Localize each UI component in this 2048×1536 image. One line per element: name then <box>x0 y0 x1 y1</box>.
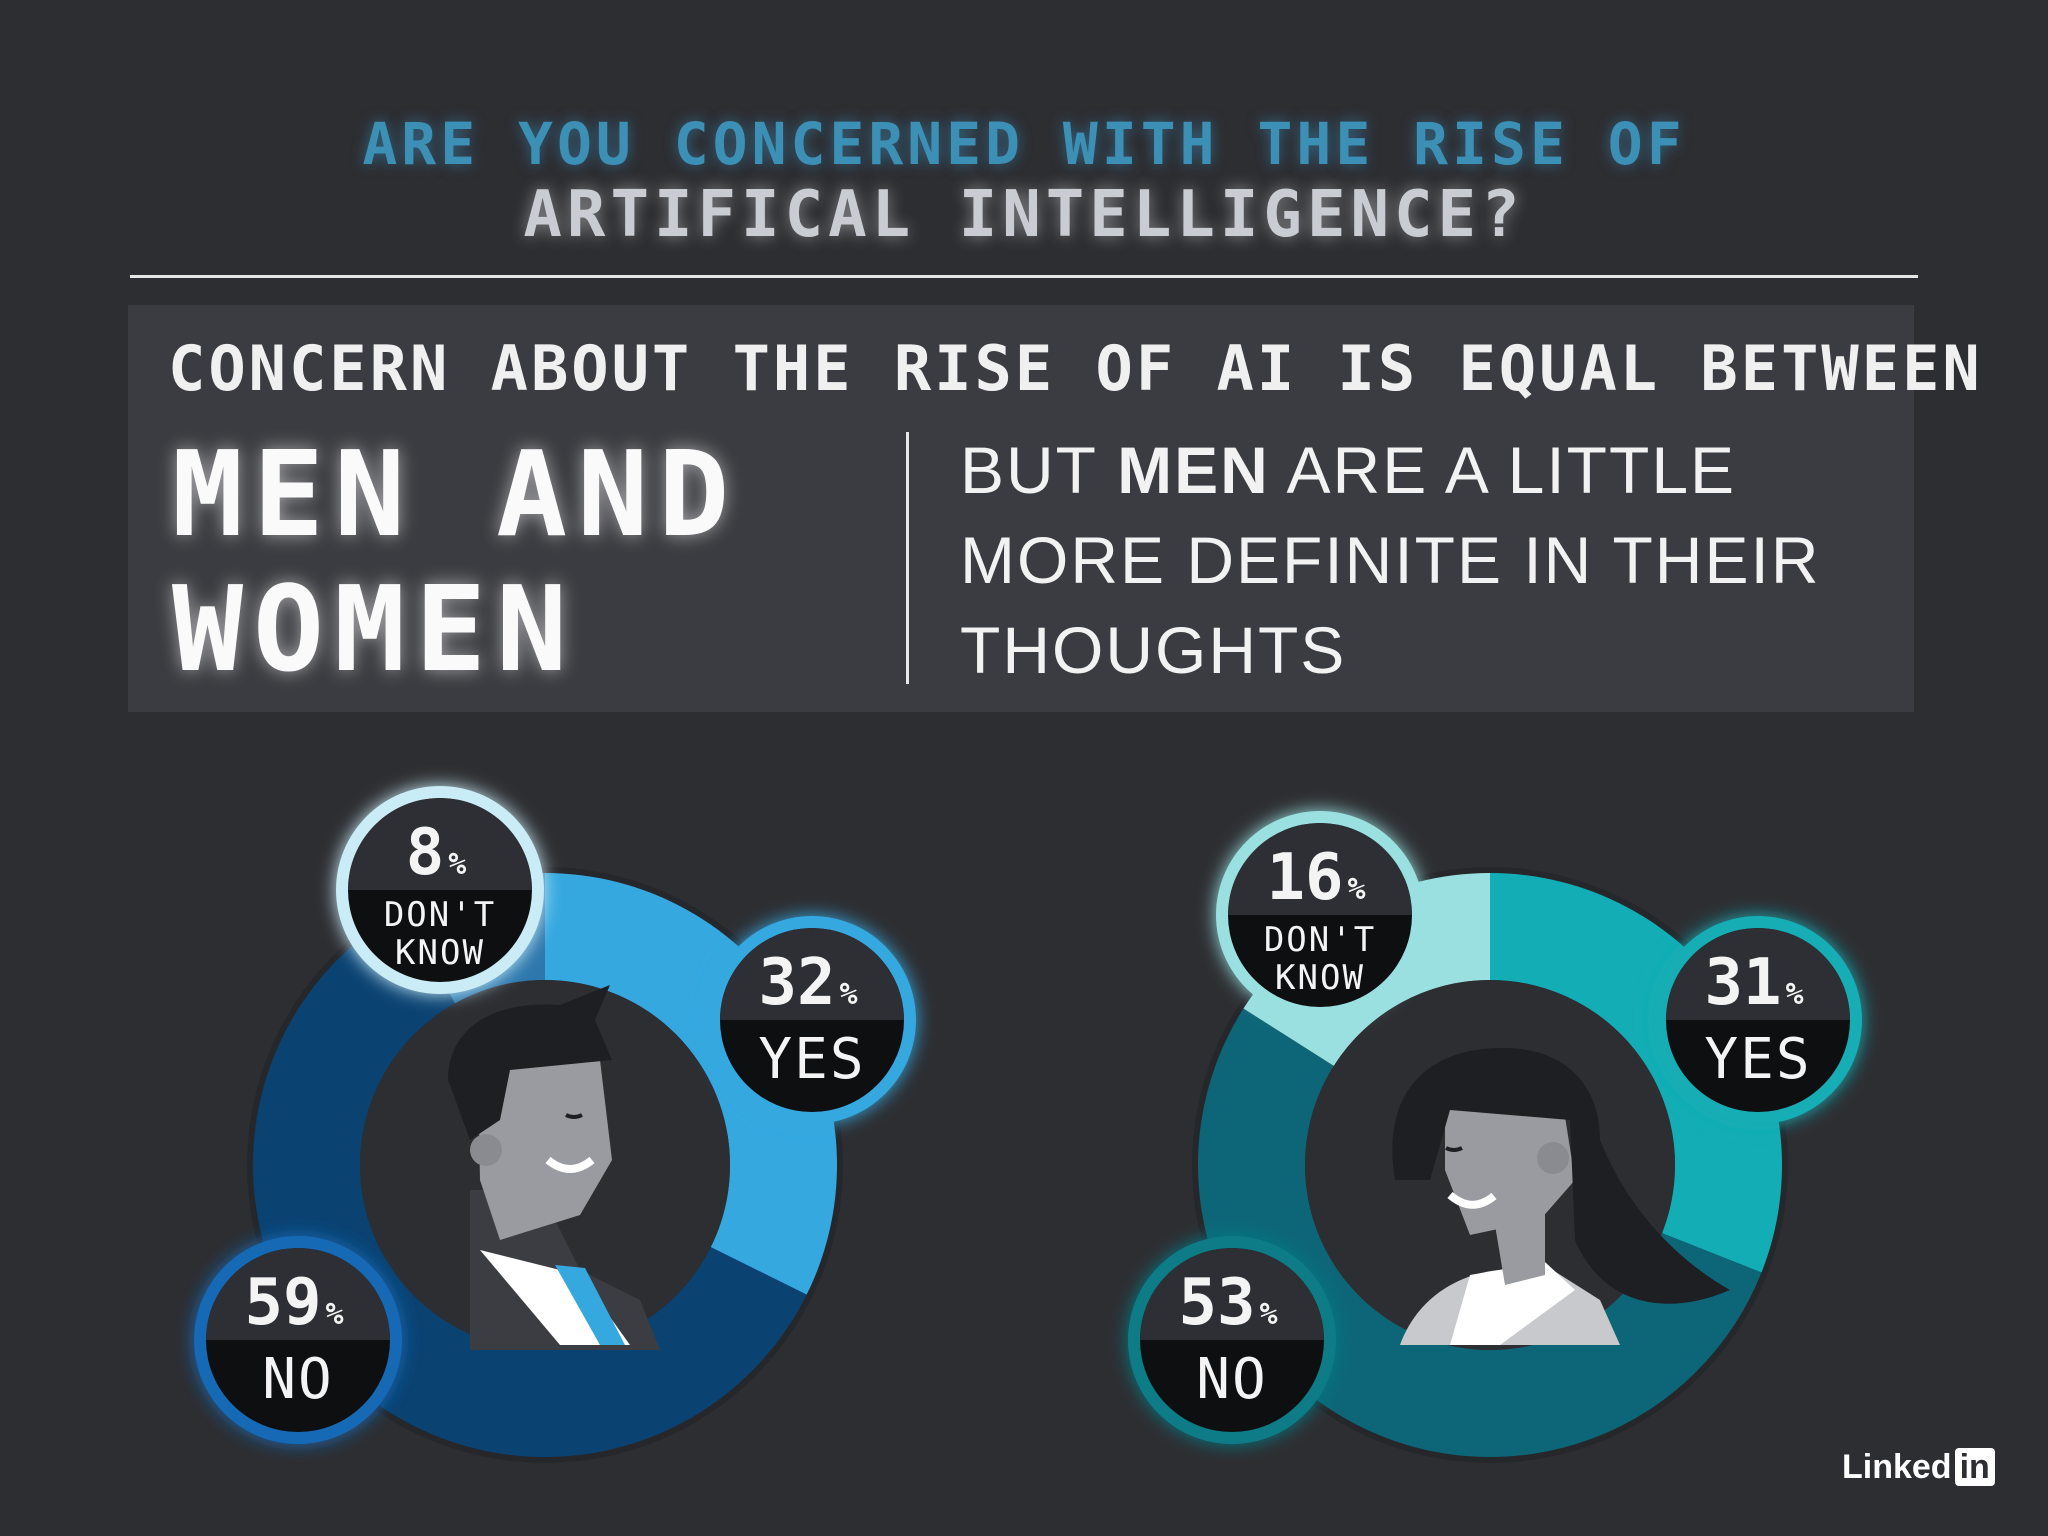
bubble-top <box>1140 1248 1324 1340</box>
panel-headline: CONCERN ABOUT THE RISE OF AI IS EQUAL BE… <box>168 332 1983 405</box>
panel-subtext: BUT MEN ARE A LITTLE MORE DEFINITE IN TH… <box>960 425 1880 695</box>
value-bubble-women-no: 53 %NO <box>1128 1236 1336 1444</box>
bubble-label: NO <box>1196 1347 1267 1412</box>
summary-panel <box>128 305 1914 712</box>
bubble-label: DON'T KNOW <box>384 895 496 973</box>
bubble-top <box>720 928 904 1020</box>
bubble-unit: % <box>840 977 858 1012</box>
man-avatar-icon <box>448 985 660 1350</box>
bubble-label: YES <box>758 1027 865 1092</box>
bubble-top <box>206 1248 390 1340</box>
header-divider <box>130 275 1918 278</box>
bubble-top <box>1228 823 1412 915</box>
value-bubble-men-don-t-know: 8 %DON'T KNOW <box>336 786 544 994</box>
donut-slice-women-no <box>1197 1008 1762 1458</box>
bubble-unit: % <box>326 1297 344 1332</box>
subtext-start: BUT <box>960 433 1118 507</box>
value-bubble-men-yes: 32 %YES <box>708 916 916 1124</box>
bubble-label-line: DON'T <box>1264 920 1376 960</box>
bubble-unit: % <box>1786 977 1804 1012</box>
bubble-label-line: DON'T <box>384 895 496 935</box>
bubble-value: 8% <box>406 816 467 890</box>
value-bubble-women-yes: 31 %YES <box>1654 916 1862 1124</box>
subtext-bold: MEN <box>1117 433 1270 507</box>
bubble-top <box>1666 928 1850 1020</box>
bubble-top <box>348 798 532 890</box>
big-text-line-2: WOMEN <box>172 560 578 698</box>
subtext-end: ARE A LITTLE MORE DEFINITE IN THEIR THOU… <box>960 433 1821 687</box>
bubble-label: NO <box>262 1347 333 1412</box>
panel-separator <box>906 432 909 684</box>
bubble-unit: % <box>1348 872 1366 907</box>
big-text-line-1: MEN AND <box>172 425 740 563</box>
value-bubble-women-don-t-know: 16 %DON'T KNOW <box>1216 811 1424 1019</box>
bubble-unit: % <box>448 847 466 882</box>
bubble-label-line: KNOW <box>1275 958 1365 998</box>
question-line-2: ARTIFICAL INTELLIGENCE? <box>523 178 1525 252</box>
bubble-label-line: KNOW <box>395 933 485 973</box>
bubble-label: DON'T KNOW <box>1264 920 1376 998</box>
value-bubble-men-no: 59 %NO <box>194 1236 402 1444</box>
bubble-label: YES <box>1704 1027 1811 1092</box>
woman-avatar-icon <box>1392 1047 1730 1345</box>
linkedin-logo: Linked in <box>1842 1448 1995 1487</box>
bubble-unit: % <box>1260 1297 1278 1332</box>
question-line-1: ARE YOU CONCERNED WITH THE RISE OF <box>362 110 1686 178</box>
